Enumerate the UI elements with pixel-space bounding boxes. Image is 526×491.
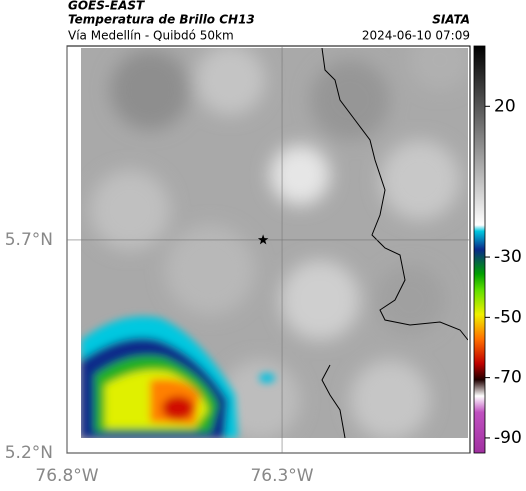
subtitle: Vía Medellín - Quibdó 50km xyxy=(68,29,234,43)
timestamp: 2024-06-10 07:09 xyxy=(362,29,470,43)
org: SIATA xyxy=(432,13,470,27)
y-tick-label: 5.2°N xyxy=(5,443,53,463)
y-tick-label: 5.7°N xyxy=(5,230,53,250)
x-tick-label: 76.8°W xyxy=(35,466,98,486)
title: Temperatura de Brillo CH13 xyxy=(68,13,255,27)
source: GOES-EAST xyxy=(68,0,145,13)
location-marker xyxy=(257,234,269,245)
colorbar-tick-label: -50 xyxy=(494,307,522,327)
colorbar xyxy=(473,45,486,454)
colorbar-tick-label: -70 xyxy=(494,368,522,388)
colorbar-tick-label: -90 xyxy=(494,428,522,448)
colorbar-tick-label: 20 xyxy=(494,96,516,116)
colorbar-tick-label: -30 xyxy=(494,247,522,267)
satellite-image xyxy=(81,48,468,438)
x-tick-label: 76.3°W xyxy=(250,466,313,486)
